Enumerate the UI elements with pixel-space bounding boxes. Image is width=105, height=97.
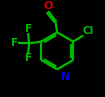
Text: O: O [44, 1, 53, 11]
Text: Cl: Cl [83, 26, 94, 36]
Text: F: F [11, 38, 18, 48]
Text: F: F [25, 24, 32, 34]
Text: N: N [61, 72, 70, 82]
Text: F: F [25, 53, 32, 63]
